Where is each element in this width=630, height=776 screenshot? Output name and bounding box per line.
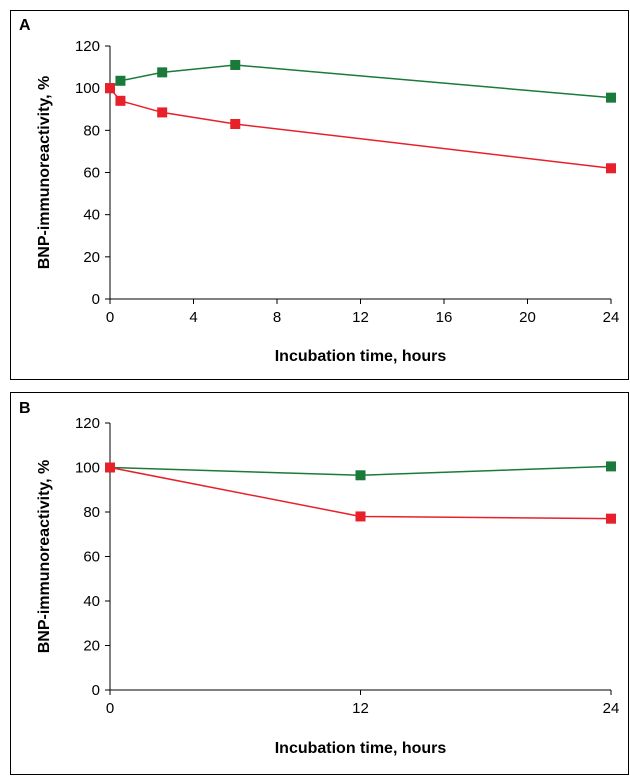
y-tick-label: 40 — [83, 207, 100, 224]
data-point — [105, 83, 115, 94]
y-tick-label: 20 — [83, 638, 100, 655]
panel-label: A — [19, 17, 31, 34]
chart-panel-b: B 0 20 40 60 80 100 120 0 12 24 Incubation time, ho… — [10, 392, 629, 775]
data-point — [606, 513, 616, 524]
x-axis-title: Incubation time, hours — [275, 348, 447, 365]
data-point — [157, 67, 168, 78]
x-tick-label: 12 — [352, 309, 369, 326]
x-tick-label: 4 — [189, 309, 197, 326]
y-tick-label: 0 — [92, 291, 100, 308]
data-point — [606, 163, 616, 174]
x-tick-label: 20 — [519, 309, 536, 326]
data-point — [355, 511, 366, 522]
y-tick-label: 60 — [83, 549, 100, 566]
data-point — [355, 470, 366, 481]
x-tick-label: 12 — [352, 700, 369, 717]
chart-b-svg: B 0 20 40 60 80 100 120 0 12 24 Incubation time, ho… — [19, 400, 620, 757]
x-tick-label: 8 — [273, 309, 281, 326]
x-tick-label: 16 — [436, 309, 453, 326]
x-tick-label: 0 — [106, 700, 114, 717]
data-point — [230, 119, 241, 130]
data-point — [606, 461, 616, 472]
series-line — [109, 64, 612, 99]
series-2 — [105, 83, 616, 174]
x-axis-title: Incubation time, hours — [275, 740, 447, 757]
data-point — [157, 107, 168, 118]
series-1 — [105, 59, 616, 103]
series-line — [109, 87, 612, 170]
chart-a-svg: A 0 20 40 60 80 100 120 0 4 8 12 16 20 24 Incubation ti… — [19, 17, 620, 365]
series-2 — [105, 462, 616, 524]
y-tick-label: 80 — [83, 504, 100, 521]
x-tick-label: 24 — [603, 309, 620, 326]
y-tick-label: 0 — [92, 682, 100, 699]
y-tick-label: 120 — [75, 38, 100, 55]
y-tick-label: 120 — [75, 415, 100, 432]
y-axis-title: BNP-immunoreactivity, % — [36, 460, 53, 654]
y-tick-label: 100 — [75, 460, 100, 477]
x-tick-label: 24 — [603, 700, 620, 717]
chart-panel-a: A 0 20 40 60 80 100 120 0 4 8 12 16 20 24 Incubation ti… — [10, 10, 629, 380]
data-point — [606, 92, 616, 103]
series-1 — [105, 461, 616, 481]
x-tick-label: 0 — [106, 309, 114, 326]
data-point — [115, 75, 126, 86]
y-tick-label: 60 — [83, 165, 100, 182]
panel-label: B — [19, 400, 31, 417]
y-tick-label: 20 — [83, 249, 100, 266]
y-tick-label: 100 — [75, 80, 100, 97]
y-tick-label: 80 — [83, 122, 100, 139]
y-tick-label: 40 — [83, 593, 100, 610]
data-point — [230, 59, 241, 70]
y-axis-title: BNP-immunoreactivity, % — [36, 76, 53, 270]
data-point — [115, 95, 126, 106]
data-point — [105, 462, 115, 473]
